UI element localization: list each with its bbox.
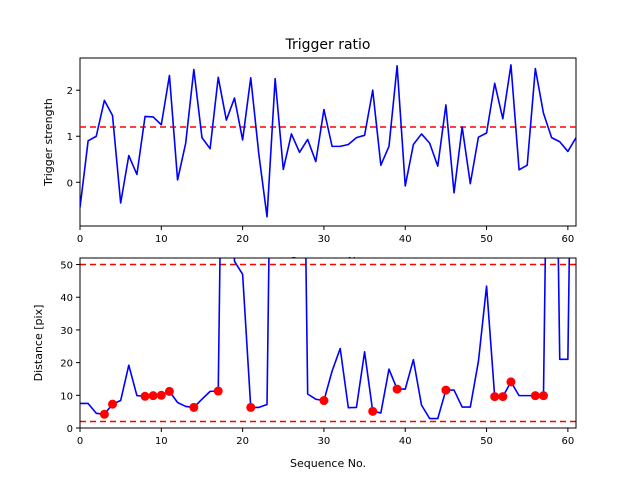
chart-2-marker-11 xyxy=(392,384,402,394)
chart-2-xtick-label-5: 50 xyxy=(480,436,493,447)
chart-2-ytick-label-4: 40 xyxy=(60,293,73,304)
chart-2-background xyxy=(80,258,576,428)
chart-2-axes-frame xyxy=(79,257,577,429)
chart-2-xtick-label-3: 30 xyxy=(318,436,331,447)
chart-2-ytick-label-1: 10 xyxy=(60,391,73,402)
chart-2-marker-13 xyxy=(490,392,500,402)
chart-2-xtick-label-4: 40 xyxy=(399,436,412,447)
chart-1-xtick-label-5: 50 xyxy=(480,234,493,245)
chart-2-marker-14 xyxy=(498,392,508,402)
chart-1-ylabel: Trigger strength xyxy=(42,98,55,187)
chart-2-ylabel: Distance [pix] xyxy=(32,305,45,382)
chart-2-ytick-label-3: 30 xyxy=(60,326,73,337)
chart-2-marker-1 xyxy=(108,399,118,409)
chart-2-marker-12 xyxy=(441,385,451,395)
chart-2-plot: 0 10 20 30 40 50 60 0 10 20 30 40 50 xyxy=(60,257,577,447)
chart-2-marker-7 xyxy=(213,386,223,396)
chart-1-xtick-label-1: 10 xyxy=(155,234,168,245)
chart-2-marker-15 xyxy=(506,377,516,387)
chart-2-marker-6 xyxy=(189,402,199,412)
chart-2-marker-0 xyxy=(99,409,109,419)
chart-2-ytick-label-0: 0 xyxy=(67,424,73,435)
chart-1-ytick-label-0: 0 xyxy=(67,178,73,189)
chart-2-marker-5 xyxy=(164,386,174,396)
chart-1-plot: 0 10 20 30 40 50 60 0 1 2 xyxy=(67,57,577,245)
chart-2-marker-10 xyxy=(368,406,378,416)
chart-1-xtick-label-6: 60 xyxy=(562,234,575,245)
chart-2-ytick-label-2: 20 xyxy=(60,359,73,370)
chart-2-marker-17 xyxy=(538,391,548,401)
chart-1-xtick-label-3: 30 xyxy=(318,234,331,245)
chart-2-marker-9 xyxy=(319,396,329,406)
chart-2-marker-8 xyxy=(246,402,256,412)
chart-1-ytick-label-2: 2 xyxy=(67,86,73,97)
chart-1-xtick-label-4: 40 xyxy=(399,234,412,245)
chart-2-xtick-label-0: 0 xyxy=(77,436,83,447)
chart-2-marker-2 xyxy=(140,391,150,401)
chart-1-ytick-label-1: 1 xyxy=(67,132,73,143)
chart-2-xtick-label-1: 10 xyxy=(155,436,168,447)
chart-2-xtick-label-2: 20 xyxy=(236,436,249,447)
chart-1-axes-frame xyxy=(79,57,577,227)
chart-2-xtick-label-6: 60 xyxy=(562,436,575,447)
chart-1-series-line-0 xyxy=(80,64,576,218)
chart-2-xlabel: Sequence No. xyxy=(290,457,366,470)
chart-2-marker-3 xyxy=(148,391,158,401)
chart-2-ytick-label-5: 50 xyxy=(60,261,73,272)
chart-1-title: Trigger ratio xyxy=(284,37,370,53)
chart-2-marker-4 xyxy=(156,390,166,400)
chart-2-marker-16 xyxy=(530,391,540,401)
chart-1-xtick-label-2: 20 xyxy=(236,234,249,245)
chart-1-xtick-label-0: 0 xyxy=(77,234,83,245)
